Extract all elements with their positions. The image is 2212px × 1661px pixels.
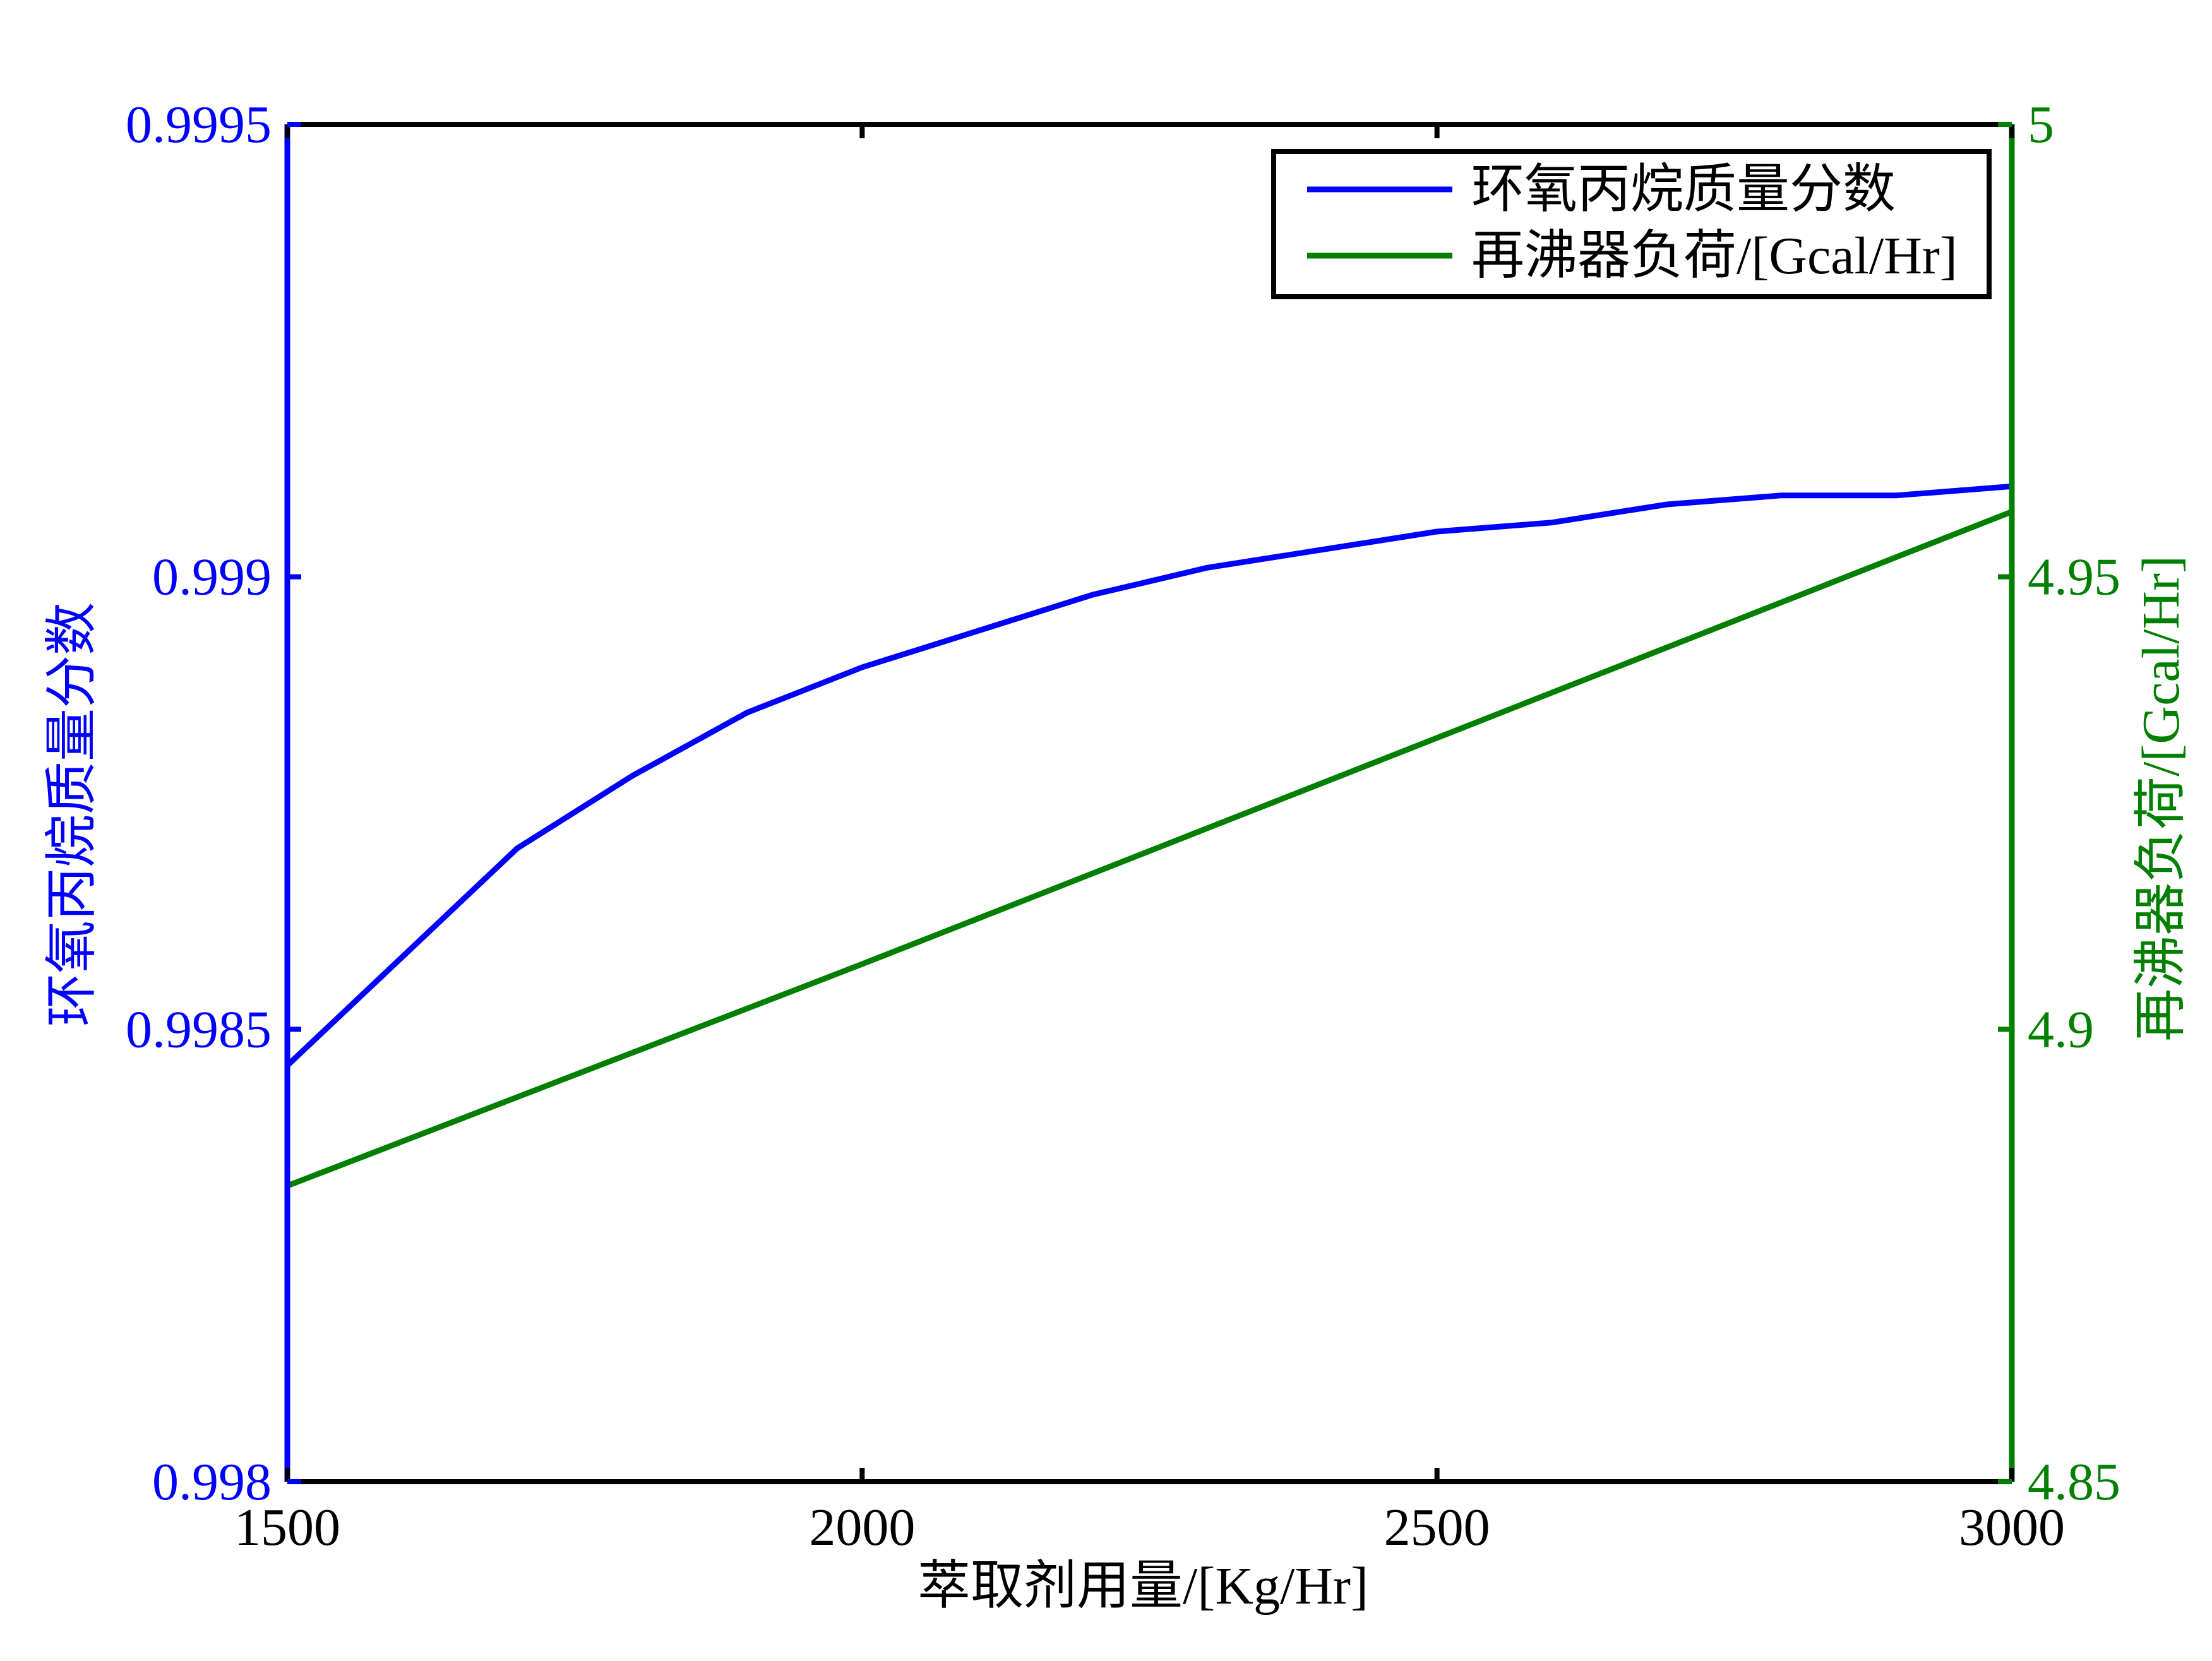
right-y-axis-title: 再沸器负荷/[Gcal/Hr]: [2132, 556, 2191, 1042]
right-y-tick-label: 4.85: [2028, 1453, 2120, 1511]
tick-layer: 1500 2000 2500 3000 0.998 0.9985 0.999 0.9995 4.…: [126, 95, 2120, 1557]
x-tick-label: 3000: [1959, 1498, 2065, 1557]
left-y-tick-label: 0.998: [152, 1453, 272, 1511]
left-y-axis-title: 环氧丙烷质量分数: [43, 602, 102, 1027]
x-tick-label: 2000: [809, 1498, 915, 1557]
legend-entry-series-1: 环氧丙烷质量分数: [1471, 160, 1896, 219]
x-axis-title: 萃取剂用量/[Kg/Hr]: [918, 1557, 1368, 1616]
x-tick-label: 2500: [1384, 1498, 1490, 1557]
right-y-tick-label: 4.9: [2028, 1000, 2094, 1059]
left-y-tick-label: 0.999: [152, 548, 272, 607]
x-tick-label: 1500: [234, 1498, 340, 1557]
series-layer: [285, 483, 2013, 1189]
left-y-tick-label: 0.9995: [126, 95, 272, 154]
left-y-tick-label: 0.9985: [126, 1000, 272, 1059]
legend-entry-series-2: 再沸器负荷/[Gcal/Hr]: [1471, 227, 1958, 285]
axes-layer: [284, 122, 2015, 1484]
right-y-tick-label: 5: [2028, 95, 2054, 154]
right-y-tick-label: 4.95: [2028, 548, 2120, 607]
series-line-2: [286, 509, 2013, 1189]
label-layer: 萃取剂用量/[Kg/Hr] 环氧丙烷质量分数 再沸器负荷/[Gcal/Hr]: [43, 556, 2191, 1616]
series-line-1: [285, 483, 2012, 1068]
legend-box: [1271, 149, 1992, 299]
legend: 环氧丙烷质量分数 再沸器负荷/[Gcal/Hr]: [1271, 149, 1992, 299]
